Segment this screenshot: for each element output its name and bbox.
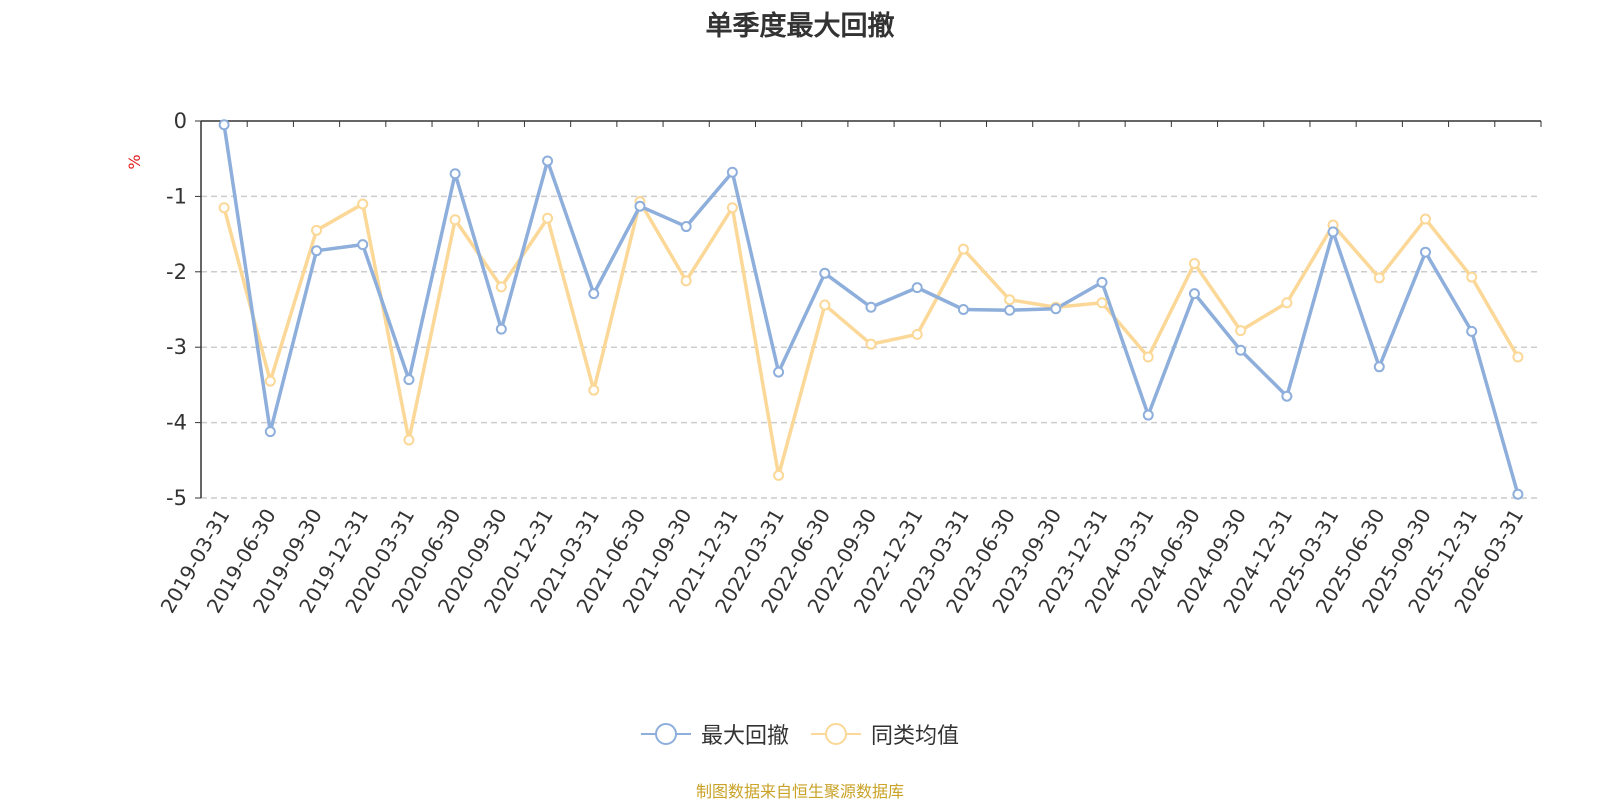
data-point[interactable] bbox=[1373, 272, 1385, 284]
data-point[interactable] bbox=[311, 224, 323, 236]
y-tick-label: 0 bbox=[174, 109, 187, 133]
data-point[interactable] bbox=[1512, 351, 1524, 363]
data-point[interactable] bbox=[495, 323, 507, 335]
legend-line-circle-icon bbox=[640, 723, 691, 745]
legend-item-peer-average[interactable]: 同类均值 bbox=[811, 718, 959, 750]
data-point[interactable] bbox=[726, 202, 738, 214]
data-point[interactable] bbox=[1096, 297, 1108, 309]
data-point[interactable] bbox=[1050, 303, 1062, 315]
data-point[interactable] bbox=[773, 469, 785, 481]
data-point[interactable] bbox=[1004, 294, 1016, 306]
data-point[interactable] bbox=[403, 374, 415, 386]
data-point[interactable] bbox=[1281, 297, 1293, 309]
data-point[interactable] bbox=[357, 198, 369, 210]
data-point[interactable] bbox=[1327, 226, 1339, 238]
data-point[interactable] bbox=[495, 281, 507, 293]
legend-label-peer-average: 同类均值 bbox=[871, 724, 960, 749]
series-lines bbox=[218, 119, 1524, 500]
data-point[interactable] bbox=[449, 214, 461, 226]
data-point[interactable] bbox=[1466, 271, 1478, 283]
data-point[interactable] bbox=[911, 282, 923, 294]
data-point[interactable] bbox=[634, 200, 646, 212]
data-point[interactable] bbox=[819, 299, 831, 311]
chart-title: 单季度最大回撤 bbox=[705, 11, 895, 42]
data-point[interactable] bbox=[1373, 361, 1385, 373]
legend-line-circle-icon bbox=[811, 723, 861, 745]
data-point[interactable] bbox=[1188, 258, 1200, 270]
data-point[interactable] bbox=[680, 275, 692, 287]
data-point[interactable] bbox=[218, 202, 230, 214]
data-point[interactable] bbox=[819, 267, 831, 279]
data-point[interactable] bbox=[1235, 344, 1247, 356]
y-tick-label: -3 bbox=[166, 335, 187, 359]
y-tick-label: -4 bbox=[166, 411, 187, 435]
data-point[interactable] bbox=[911, 328, 923, 340]
data-point[interactable] bbox=[588, 384, 600, 396]
data-point[interactable] bbox=[1004, 304, 1016, 316]
data-point[interactable] bbox=[1281, 390, 1293, 402]
data-point[interactable] bbox=[1419, 213, 1431, 225]
data-point[interactable] bbox=[726, 166, 738, 178]
y-tick-label: -2 bbox=[166, 260, 187, 284]
data-point[interactable] bbox=[773, 366, 785, 378]
data-point[interactable] bbox=[1096, 276, 1108, 288]
y-tick-label: -5 bbox=[166, 486, 187, 510]
data-point[interactable] bbox=[1188, 288, 1200, 300]
data-point[interactable] bbox=[957, 243, 969, 255]
data-point[interactable] bbox=[1419, 246, 1431, 258]
data-point[interactable] bbox=[1142, 409, 1154, 421]
legend: 最大回撤 同类均值 bbox=[0, 718, 1600, 750]
data-point[interactable] bbox=[357, 239, 369, 251]
data-point[interactable] bbox=[311, 245, 323, 257]
data-point[interactable] bbox=[218, 119, 230, 131]
data-point[interactable] bbox=[865, 301, 877, 313]
y-tick-label: -1 bbox=[166, 184, 187, 208]
data-point[interactable] bbox=[680, 221, 692, 233]
axes: 0-1-2-3-4-52019-03-312019-06-302019-09-3… bbox=[156, 109, 1542, 617]
data-point[interactable] bbox=[264, 426, 276, 438]
data-point[interactable] bbox=[957, 304, 969, 315]
data-point[interactable] bbox=[264, 375, 276, 387]
y-axis-unit-label: % bbox=[125, 154, 144, 169]
data-point[interactable] bbox=[865, 338, 877, 350]
grid-lines bbox=[201, 195, 1541, 499]
data-point[interactable] bbox=[403, 434, 415, 446]
legend-label-drawdown: 最大回撤 bbox=[700, 724, 789, 749]
data-point[interactable] bbox=[542, 212, 554, 224]
data-point[interactable] bbox=[1142, 351, 1154, 363]
data-point[interactable] bbox=[1235, 325, 1247, 337]
data-point[interactable] bbox=[1512, 488, 1524, 500]
data-source-note: 制图数据来自恒生聚源数据库 bbox=[695, 782, 904, 801]
data-point[interactable] bbox=[542, 155, 554, 167]
legend-item-drawdown[interactable]: 最大回撤 bbox=[640, 718, 789, 750]
data-point[interactable] bbox=[1466, 325, 1478, 337]
data-point[interactable] bbox=[449, 168, 461, 180]
data-point[interactable] bbox=[588, 288, 600, 300]
